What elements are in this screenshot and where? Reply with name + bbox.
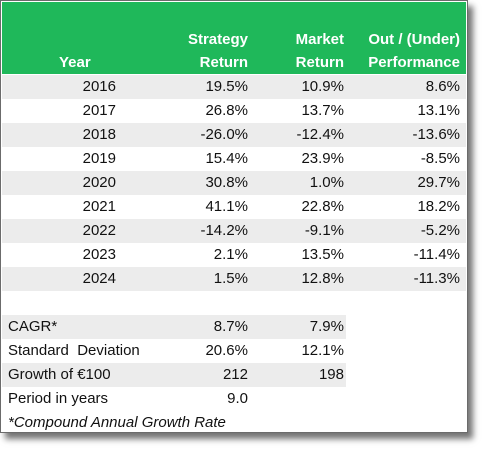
summary-strategy-value: 9.0: [227, 390, 248, 407]
market-return-cell: -12.4%: [296, 126, 344, 143]
table-header: Year Strategy Return Market Return Out /…: [2, 2, 466, 74]
summary-market-value: [254, 387, 344, 411]
market-return-cell: -9.1%: [304, 222, 344, 239]
year-cell: 2024: [82, 270, 116, 287]
year-cell: 2023: [82, 246, 116, 263]
strategy-return-cell: 41.1%: [205, 198, 248, 215]
market-return-cell: 1.0%: [309, 174, 344, 191]
out-performance-cell: 18.2%: [417, 198, 460, 215]
header-out-line2: Performance: [368, 54, 460, 71]
summary-market-value: 198: [318, 366, 344, 383]
strategy-return-cell: 15.4%: [205, 150, 248, 167]
header-year: Year: [59, 54, 91, 71]
summary-label: CAGR*: [8, 318, 58, 335]
summary-strategy-value: 212: [222, 366, 248, 383]
summary-label: Period in years: [8, 390, 109, 407]
market-return-cell: 13.7%: [301, 102, 344, 119]
year-cell: 2020: [82, 174, 116, 191]
out-performance-cell: -13.6%: [412, 126, 460, 143]
strategy-return-cell: -14.2%: [200, 222, 248, 239]
table-row: 2017 26.8% 13.7% 13.1%: [2, 99, 466, 123]
strategy-return-cell: 19.5%: [205, 78, 248, 95]
strategy-return-cell: 30.8%: [205, 174, 248, 191]
table-row: 2020 30.8% 1.0% 29.7%: [2, 171, 466, 195]
market-return-cell: 10.9%: [301, 78, 344, 95]
year-cell: 2022: [82, 222, 116, 239]
market-return-cell: 23.9%: [301, 150, 344, 167]
summary-row-growth: Growth of €100 212 198: [2, 363, 346, 387]
table-row: 2019 15.4% 23.9% -8.5%: [2, 147, 466, 171]
summary-label: Growth of €100: [8, 366, 111, 383]
summary-row-period: Period in years 9.0: [2, 387, 346, 411]
table-row: 2023 2.1% 13.5% -11.4%: [2, 243, 466, 267]
out-performance-cell: -11.3%: [413, 270, 460, 287]
table-row: 2024 1.5% 12.8% -11.3%: [2, 267, 466, 291]
table-row: 2021 41.1% 22.8% 18.2%: [2, 195, 466, 219]
summary-strategy-value: 8.7%: [213, 318, 248, 335]
year-cell: 2017: [82, 102, 116, 119]
summary-label: Standard Deviation: [8, 342, 140, 359]
header-strategy-line2: Return: [199, 54, 248, 71]
table-row: 2022 -14.2% -9.1% -5.2%: [2, 219, 466, 243]
year-cell: 2018: [82, 126, 116, 143]
out-performance-cell: -5.2%: [420, 222, 460, 239]
strategy-return-cell: 2.1%: [213, 246, 248, 263]
table-row: 2018 -26.0% -12.4% -13.6%: [2, 123, 466, 147]
year-cell: 2021: [82, 198, 116, 215]
strategy-return-cell: -26.0%: [200, 126, 248, 143]
summary-strategy-value: 20.6%: [205, 342, 248, 359]
header-out-line1: Out / (Under): [368, 31, 460, 48]
table-row: 2016 19.5% 10.9% 8.6%: [2, 75, 466, 99]
out-performance-cell: -11.4%: [413, 246, 460, 263]
market-return-cell: 12.8%: [301, 270, 344, 287]
year-cell: 2019: [82, 150, 116, 167]
out-performance-cell: 8.6%: [425, 78, 460, 95]
summary-row-std-dev: Standard Deviation 20.6% 12.1%: [2, 339, 346, 363]
out-performance-cell: 13.1%: [417, 102, 460, 119]
header-market-line2: Return: [295, 54, 344, 71]
out-performance-cell: 29.7%: [417, 174, 460, 191]
market-return-cell: 22.8%: [301, 198, 344, 215]
performance-table: Year Strategy Return Market Return Out /…: [0, 0, 468, 433]
footnote: *Compound Annual Growth Rate: [8, 414, 226, 431]
header-strategy-line1: Strategy: [187, 31, 248, 48]
summary-market-value: 7.9%: [309, 318, 344, 335]
out-performance-cell: -8.5%: [420, 150, 460, 167]
strategy-return-cell: 26.8%: [205, 102, 248, 119]
strategy-return-cell: 1.5%: [213, 270, 248, 287]
year-cell: 2016: [82, 78, 116, 95]
summary-market-value: 12.1%: [301, 342, 344, 359]
summary-row-cagr: CAGR* 8.7% 7.9%: [2, 315, 346, 339]
market-return-cell: 13.5%: [301, 246, 344, 263]
header-market-line1: Market: [295, 31, 344, 48]
